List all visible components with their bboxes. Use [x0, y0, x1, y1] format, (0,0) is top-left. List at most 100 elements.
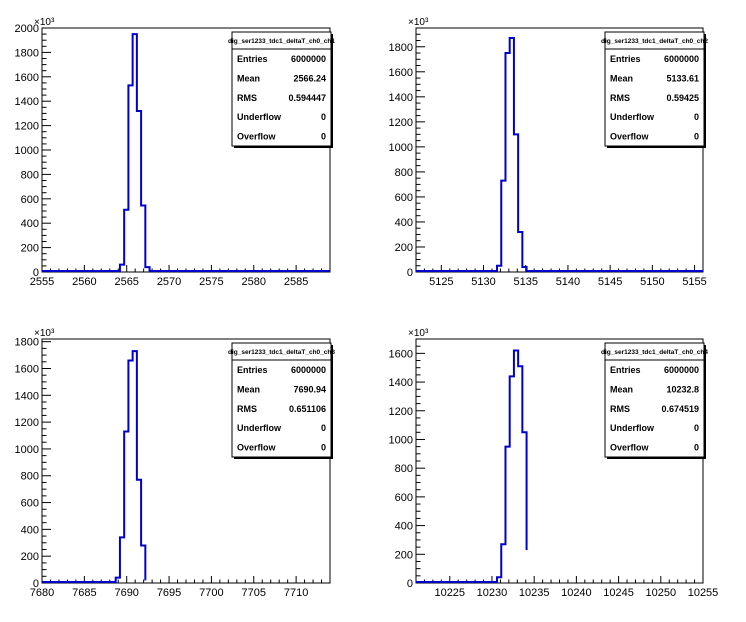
x-tick-label: 7680 [30, 587, 54, 599]
stats-value-entries: 6000000 [664, 54, 699, 64]
histogram-bin [128, 360, 132, 583]
stats-title: dig_ser1233_tdc1_deltaT_ch0_ch2 [601, 38, 708, 45]
histogram-pad-1: 0 200 400 600 800 1000 1200 1400 1600 1800 2000 255… [15, 17, 336, 288]
x-tick-label: 10225 [434, 587, 465, 599]
stats-key-overflow: Overflow [237, 132, 277, 142]
y-exponent-label: ×10³ [34, 328, 55, 339]
x-tick-label: 2565 [114, 276, 138, 288]
x-tick-label: 2580 [242, 276, 266, 288]
y-tick-label: 1200 [389, 117, 413, 129]
histogram-bin [505, 447, 509, 583]
stats-box-frame [604, 31, 705, 147]
histogram-bin [145, 267, 149, 272]
stats-key-rms: RMS [237, 404, 257, 414]
y-tick-label: 1200 [389, 406, 413, 418]
x-tick-label: 2575 [199, 276, 223, 288]
histogram-bin [120, 265, 124, 272]
x-tick-label: 10230 [477, 587, 508, 599]
histogram-bin [141, 206, 145, 272]
histogram-bin [497, 266, 501, 272]
stats-value-entries: 6000000 [664, 365, 699, 375]
y-tick-label: 600 [395, 492, 413, 504]
histogram-series [42, 33, 330, 272]
stats-value-underflow: 0 [321, 112, 326, 122]
stats-box-frame [231, 31, 332, 147]
histogram-series [416, 349, 528, 583]
stats-value-underflow: 0 [694, 112, 699, 122]
y-tick-label: 800 [395, 167, 413, 179]
x-tick-label: 5130 [471, 276, 495, 288]
y-tick-label: 400 [21, 524, 39, 536]
x-tick-label: 5140 [556, 276, 580, 288]
x-tick-label: 10250 [645, 587, 676, 599]
y-tick-label: 0 [407, 578, 413, 590]
stats-value-entries: 6000000 [291, 365, 326, 375]
x-tick-label: 7685 [72, 587, 96, 599]
histogram-bin [497, 577, 501, 583]
x-tick-label: 5145 [598, 276, 622, 288]
stats-key-underflow: Underflow [237, 112, 282, 122]
stats-title: dig_ser1233_tdc1_deltaT_ch0_ch4 [601, 349, 708, 356]
x-tick-label: 2585 [284, 276, 308, 288]
stats-value-overflow: 0 [321, 132, 326, 142]
y-tick-label: 1800 [389, 42, 413, 54]
y-tick-label: 600 [395, 192, 413, 204]
y-tick-label: 200 [21, 243, 39, 255]
histogram-bin [514, 350, 518, 583]
histogram-bin [505, 53, 509, 272]
histogram-pad-2: 0 200 400 600 800 1000 1200 1400 1600 1800 5125 513… [389, 17, 709, 288]
histogram-bin [518, 366, 522, 583]
stats-value-rms: 0.59425 [666, 93, 699, 103]
y-tick-label: 200 [395, 549, 413, 561]
stats-value-mean: 5133.61 [666, 73, 699, 83]
x-tick-label: 2555 [30, 276, 54, 288]
y-tick-label: 1800 [15, 47, 39, 59]
y-tick-label: 1000 [15, 444, 39, 456]
y-tick-label: 1600 [15, 72, 39, 84]
stats-key-rms: RMS [610, 404, 630, 414]
stats-key-overflow: Overflow [610, 443, 650, 453]
histogram-pad-4: 0 200 400 600 800 1000 1200 1400 1600 10225 10230 1… [389, 328, 719, 599]
y-tick-label: 800 [21, 471, 39, 483]
stats-box: dig_ser1233_tdc1_deltaT_ch0_ch2 Entries 60… [601, 31, 708, 147]
y-tick-label: 1400 [389, 377, 413, 389]
y-tick-label: 0 [33, 578, 39, 590]
histogram-bin [120, 537, 124, 583]
histogram-bin [124, 432, 128, 583]
y-tick-label: 1800 [15, 337, 39, 349]
stats-box: dig_ser1233_tdc1_deltaT_ch0_ch3 Entries 60… [228, 342, 335, 458]
x-tick-label: 7710 [284, 587, 308, 599]
histogram-bin [501, 544, 505, 583]
stats-box: dig_ser1233_tdc1_deltaT_ch0_ch4 Entries 60… [601, 342, 708, 458]
y-exponent-label: ×10³ [408, 328, 429, 339]
stats-value-overflow: 0 [694, 443, 699, 453]
histogram-bin [133, 351, 137, 583]
histogram-bin [141, 545, 145, 583]
histogram-bin [510, 376, 514, 583]
stats-key-underflow: Underflow [610, 423, 655, 433]
y-tick-label: 600 [21, 194, 39, 206]
stats-key-rms: RMS [237, 93, 257, 103]
histogram-bin [518, 232, 522, 272]
stats-value-entries: 6000000 [291, 54, 326, 64]
stats-title: dig_ser1233_tdc1_deltaT_ch0_ch1 [228, 38, 335, 45]
histogram-bin [522, 432, 526, 583]
stats-key-entries: Entries [610, 54, 641, 64]
y-tick-label: 1200 [15, 121, 39, 133]
x-tick-label: 5135 [513, 276, 537, 288]
x-tick-label: 7700 [199, 587, 223, 599]
histogram-bin [514, 134, 518, 272]
x-tick-label: 2570 [157, 276, 181, 288]
y-tick-label: 1000 [389, 142, 413, 154]
stats-value-rms: 0.594447 [288, 93, 326, 103]
x-tick-label: 5155 [682, 276, 706, 288]
x-tick-label: 10255 [688, 587, 719, 599]
histogram-bin [128, 85, 132, 272]
stats-key-mean: Mean [610, 384, 633, 394]
histogram-bin [116, 578, 120, 583]
histogram-bin [133, 34, 137, 272]
y-tick-label: 1600 [15, 363, 39, 375]
x-tick-label: 5125 [429, 276, 453, 288]
y-tick-label: 1400 [15, 96, 39, 108]
